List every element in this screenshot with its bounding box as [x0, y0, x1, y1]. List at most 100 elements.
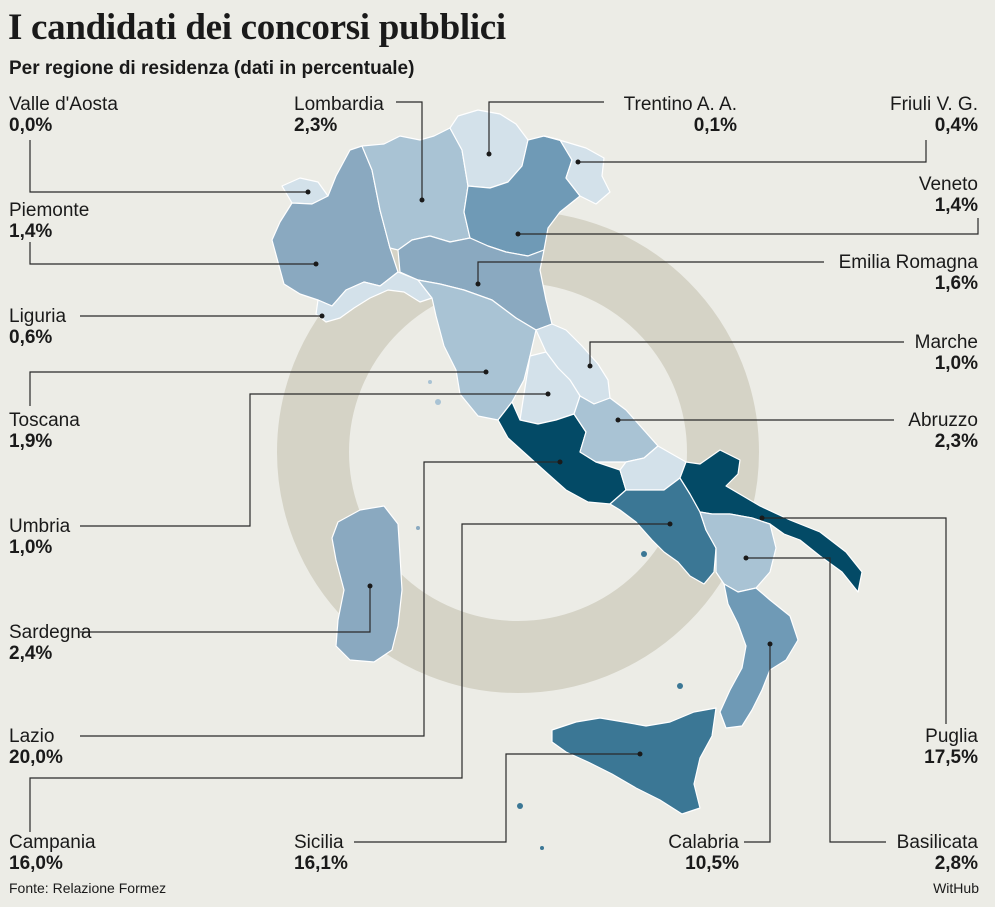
marker-dot	[587, 363, 593, 369]
region-calabria	[719, 583, 799, 729]
marker-dot	[615, 417, 621, 423]
island-dot	[517, 803, 523, 809]
leader-basilicata	[746, 557, 886, 843]
leader-veneto	[518, 218, 979, 235]
leader-sardegna	[80, 586, 371, 633]
marker-dot	[486, 151, 492, 157]
leader-emilia	[477, 261, 824, 284]
leader-puglia	[762, 517, 947, 724]
label-piemonte: Piemonte 1,4%	[9, 200, 199, 243]
region-lazio	[497, 401, 627, 505]
chart-title: I candidati dei concorsi pubblici	[8, 7, 506, 48]
region-value: 20,0%	[9, 747, 63, 768]
marker-dot	[367, 583, 373, 589]
region-value: 2,8%	[934, 853, 978, 874]
leader-campania	[29, 523, 670, 832]
leader-piemonte	[29, 242, 316, 265]
leader-trentino	[488, 101, 604, 154]
leader-lombardia	[396, 101, 423, 200]
region-name: Campania	[9, 832, 96, 853]
region-value: 0,0%	[9, 115, 53, 136]
region-name: Toscana	[9, 410, 80, 431]
island-dot	[641, 551, 647, 557]
region-name: Calabria	[668, 832, 739, 853]
island-dot	[428, 380, 432, 384]
region-abruzzo	[573, 395, 659, 463]
leader-sicilia	[354, 753, 640, 843]
region-name: Friuli V. G.	[890, 94, 978, 115]
region-value: 0,6%	[9, 327, 53, 348]
region-value: 2,3%	[934, 431, 978, 452]
region-name: Puglia	[925, 726, 978, 747]
region-name: Abruzzo	[908, 410, 978, 431]
region-value: 17,5%	[924, 747, 978, 768]
marker-dot	[319, 313, 325, 319]
label-sardegna: Sardegna 2,4%	[9, 622, 199, 665]
region-name: Marche	[914, 332, 978, 353]
label-lombardia: Lombardia 2,3%	[294, 94, 484, 137]
marker-dot	[767, 641, 773, 647]
region-value: 1,0%	[9, 537, 53, 558]
region-value: 1,0%	[934, 353, 978, 374]
chart-subtitle: Per regione di residenza (dati in percen…	[9, 58, 415, 79]
region-campania	[609, 477, 717, 585]
label-emilia-romagna: Emilia Romagna 1,6%	[788, 252, 978, 295]
region-value: 2,3%	[294, 115, 338, 136]
region-name: Emilia Romagna	[838, 252, 978, 273]
label-umbria: Umbria 1,0%	[9, 516, 199, 559]
island-dot	[416, 526, 420, 530]
label-liguria: Liguria 0,6%	[9, 306, 199, 349]
credit-note: WitHub	[933, 880, 979, 896]
marker-dot	[419, 197, 425, 203]
region-value: 10,5%	[685, 853, 739, 874]
region-name: Lazio	[9, 726, 55, 747]
label-campania: Campania 16,0%	[9, 832, 199, 875]
region-friuli	[543, 135, 611, 205]
region-value: 2,4%	[9, 643, 53, 664]
leader-valle-daosta	[29, 140, 308, 193]
region-name: Umbria	[9, 516, 71, 537]
label-trentino: Trentino A. A. 0,1%	[547, 94, 737, 137]
marker-dot	[475, 281, 481, 287]
region-name: Veneto	[918, 174, 978, 195]
region-value: 16,0%	[9, 853, 63, 874]
marker-dot	[759, 515, 765, 521]
label-abruzzo: Abruzzo 2,3%	[788, 410, 978, 453]
label-toscana: Toscana 1,9%	[9, 410, 199, 453]
region-value: 1,9%	[9, 431, 53, 452]
label-marche: Marche 1,0%	[788, 332, 978, 375]
leader-toscana	[29, 371, 486, 406]
region-liguria	[315, 271, 433, 323]
marker-dot	[515, 231, 521, 237]
source-note: Fonte: Relazione Formez	[9, 880, 167, 896]
region-name: Lombardia	[294, 94, 384, 115]
region-value: 1,4%	[9, 221, 53, 242]
region-name: Basilicata	[896, 832, 978, 853]
label-puglia: Puglia 17,5%	[788, 726, 978, 769]
marker-dot	[305, 189, 311, 195]
leader-umbria	[80, 393, 548, 527]
leader-calabria	[744, 644, 771, 843]
marker-dot	[637, 751, 643, 757]
region-name: Liguria	[9, 306, 67, 327]
region-value: 1,4%	[934, 195, 978, 216]
marker-dot	[575, 159, 581, 165]
marker-dot	[667, 521, 673, 527]
region-value: 16,1%	[294, 853, 348, 874]
region-name: Trentino A. A.	[623, 94, 737, 115]
marker-dot	[557, 459, 563, 465]
region-name: Piemonte	[9, 200, 90, 221]
region-sardegna	[331, 505, 403, 663]
marker-dot	[313, 261, 319, 267]
leader-marche	[589, 341, 904, 366]
region-value: 0,4%	[934, 115, 978, 136]
leader-friuli	[578, 140, 927, 163]
marker-dot	[545, 391, 551, 397]
region-name: Sardegna	[9, 622, 92, 643]
leader-lazio	[80, 461, 560, 737]
label-valle-daosta: Valle d'Aosta 0,0%	[9, 94, 199, 137]
label-lazio: Lazio 20,0%	[9, 726, 199, 769]
region-value: 0,1%	[693, 115, 737, 136]
label-sicilia: Sicilia 16,1%	[294, 832, 484, 875]
